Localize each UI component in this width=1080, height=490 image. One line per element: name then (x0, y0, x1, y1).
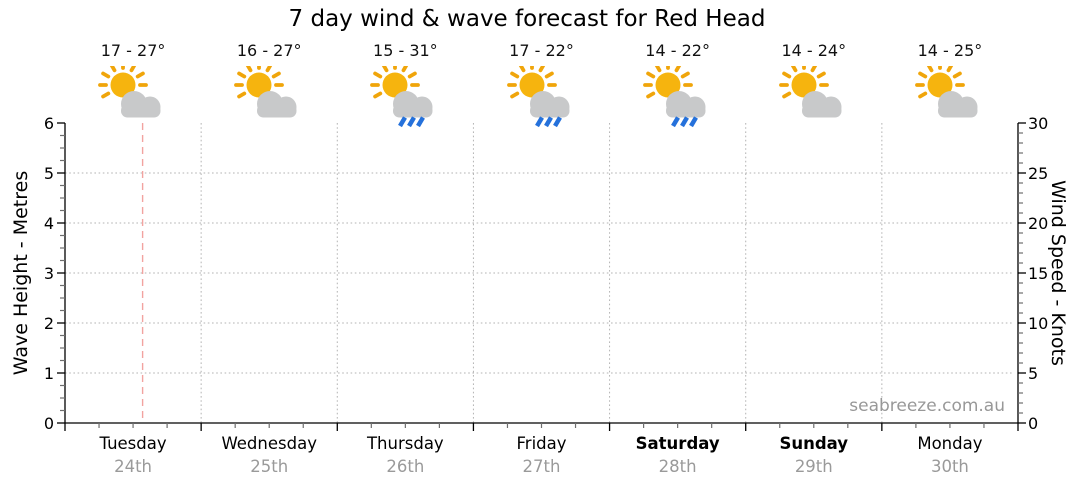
partly-cloudy-rain-icon (370, 60, 433, 128)
day-label: Tuesday (99, 434, 167, 453)
weather-icon-slot (777, 60, 851, 128)
day-label: Monday (917, 434, 983, 453)
partly-cloudy-icon (915, 60, 978, 118)
wave-height-tick-label: 4 (44, 214, 54, 233)
weather-icon-slot (641, 60, 715, 128)
date-label: 24th (114, 457, 153, 476)
temp-range-label: 15 - 31° (373, 41, 438, 60)
wind-speed-tick-label: 5 (1028, 364, 1038, 383)
day-label: Sunday (779, 434, 849, 453)
weather-icon-slot (913, 60, 987, 128)
wind-speed-tick-label: 0 (1028, 414, 1038, 433)
temp-range-label: 16 - 27° (236, 41, 302, 60)
date-label: 27th (522, 457, 561, 476)
partly-cloudy-rain-icon (642, 60, 706, 128)
day-label: Friday (516, 434, 567, 453)
partly-cloudy-icon (234, 60, 297, 118)
weather-icon-slot (232, 60, 306, 128)
weather-icon-slot (96, 60, 170, 128)
weather-icon-slot (368, 60, 442, 128)
wave-height-tick-label: 2 (44, 314, 54, 333)
date-label: 30th (930, 457, 969, 476)
watermark: seabreeze.com.au (849, 396, 1005, 416)
wind-speed-tick-label: 25 (1028, 164, 1048, 183)
wind-speed-tick-label: 30 (1028, 114, 1048, 133)
day-label: Saturday (635, 434, 720, 453)
partly-cloudy-icon (98, 60, 161, 118)
chart-title: 7 day wind & wave forecast for Red Head (288, 6, 766, 32)
weather-icon-slot (505, 60, 579, 128)
temp-range-label: 14 - 24° (781, 41, 847, 60)
wave-height-tick-label: 1 (44, 364, 54, 383)
wave-height-tick-label: 6 (44, 114, 54, 133)
date-label: 29th (794, 457, 833, 476)
day-label: Thursday (366, 434, 444, 453)
wind-speed-tick-label: 15 (1028, 264, 1048, 283)
temp-range-label: 14 - 22° (645, 41, 710, 60)
wind-speed-tick-label: 20 (1028, 214, 1048, 233)
date-label: 26th (386, 457, 425, 476)
partly-cloudy-icon (778, 60, 842, 118)
wave-height-tick-label: 5 (44, 164, 54, 183)
date-label: 25th (250, 457, 289, 476)
wave-height-tick-label: 3 (44, 264, 54, 283)
temp-range-label: 14 - 25° (917, 41, 983, 60)
wind-speed-tick-label: 10 (1028, 314, 1048, 333)
day-label: Wednesday (221, 434, 317, 453)
temp-range-label: 17 - 27° (100, 41, 166, 60)
temp-range-label: 17 - 22° (509, 41, 574, 60)
wave-height-tick-label: 0 (44, 414, 54, 433)
partly-cloudy-rain-icon (506, 60, 569, 128)
date-label: 28th (658, 457, 697, 476)
